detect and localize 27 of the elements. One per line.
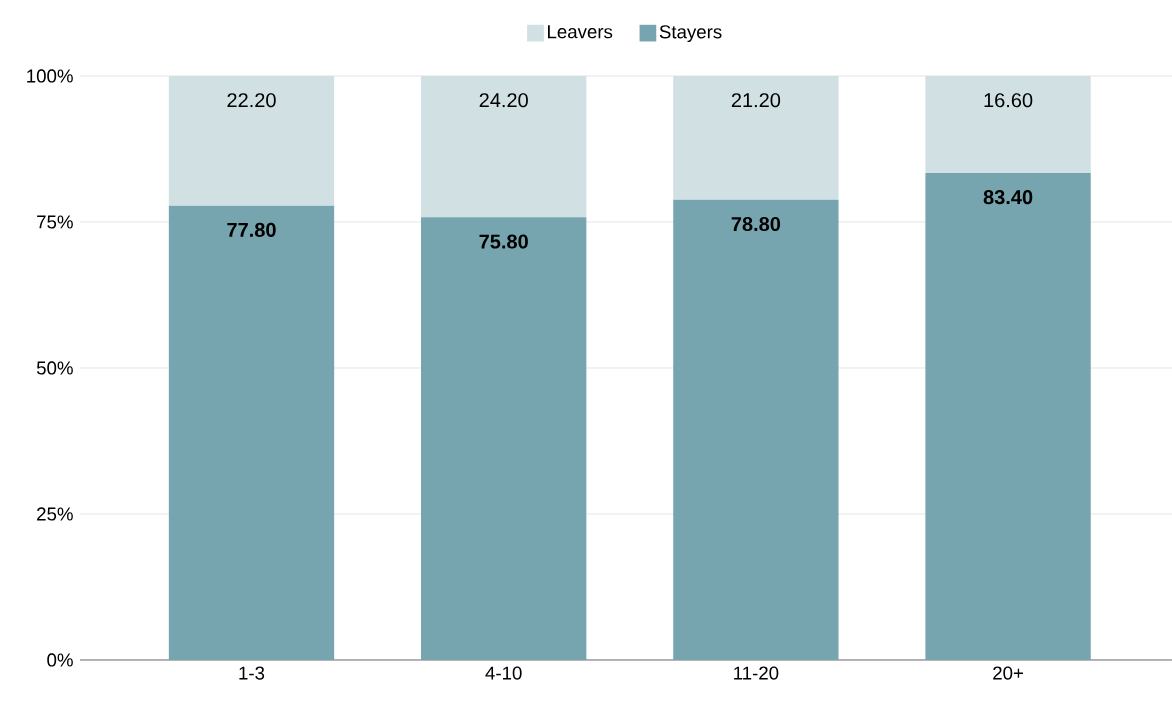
data-label: 78.80 [731,216,781,231]
bar [673,75,839,200]
bar [168,75,335,206]
legend-label: Leavers [548,25,613,39]
y-tick-label: 0% [47,653,73,667]
bar [421,75,587,218]
bar [925,75,1091,173]
data-label: 77.80 [227,222,276,237]
bar [925,172,1091,660]
y-tick-label: 25% [37,507,73,521]
x-tick-label: 1-3 [239,666,265,680]
y-tick-label: 75% [37,215,73,229]
data-label: 21.20 [731,92,781,108]
y-tick-label: 50% [36,361,73,375]
bar [168,205,335,660]
legend-label: Stayers [659,25,722,42]
x-tick-label: 11-20 [734,666,779,680]
data-label: 83.40 [983,189,1033,205]
data-label: 16.60 [984,92,1033,108]
bar [421,217,587,660]
data-label: 24.20 [479,92,528,108]
x-tick-label: 4-10 [485,666,522,680]
data-label: 22.20 [227,92,276,108]
data-label: 75.80 [479,234,528,249]
y-tick-label: 100% [27,69,73,83]
bar [673,199,839,660]
x-tick-label: 20+ [993,666,1023,680]
